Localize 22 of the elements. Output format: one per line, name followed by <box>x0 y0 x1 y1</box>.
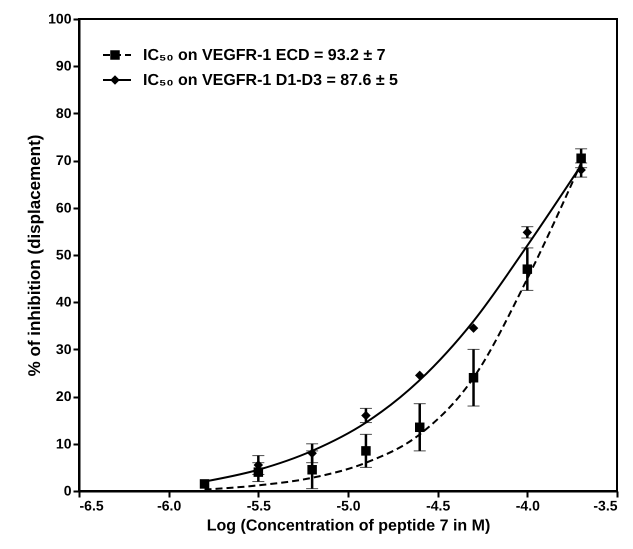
x-axis-title: Log (Concentration of peptide 7 in M) <box>206 518 490 534</box>
y-tick-label: 80 <box>56 104 72 121</box>
y-tick-label: 60 <box>56 199 72 216</box>
y-tick-label: 50 <box>56 246 72 262</box>
y-tick-label: 40 <box>56 294 72 310</box>
y-tick-label: 10 <box>56 435 72 452</box>
y-tick-label: 0 <box>64 482 72 498</box>
x-tick-label: -6.0 <box>157 498 182 514</box>
y-tick-label: 30 <box>56 340 72 357</box>
legend-label: IC₅₀ on VEGFR-1 ECD = 93.2 ± 7 <box>143 47 386 64</box>
y-tick-label: 90 <box>56 58 72 74</box>
y-tick-label: 20 <box>56 388 72 404</box>
x-tick-label: -5.0 <box>336 498 361 514</box>
x-tick-label: -4.0 <box>516 498 540 514</box>
x-tick-label: -5.5 <box>246 498 272 514</box>
y-tick-label: 70 <box>56 152 72 168</box>
y-axis-title: % of inhibition (displacement) <box>25 134 44 376</box>
y-tick-label: 100 <box>48 10 72 26</box>
legend-label: IC₅₀ on VEGFR-1 D1-D3 = 87.6 ± 5 <box>143 72 398 89</box>
x-tick-label: -3.5 <box>593 498 618 514</box>
x-tick-label: -6.5 <box>80 498 104 514</box>
x-tick-label: -4.5 <box>426 498 450 514</box>
